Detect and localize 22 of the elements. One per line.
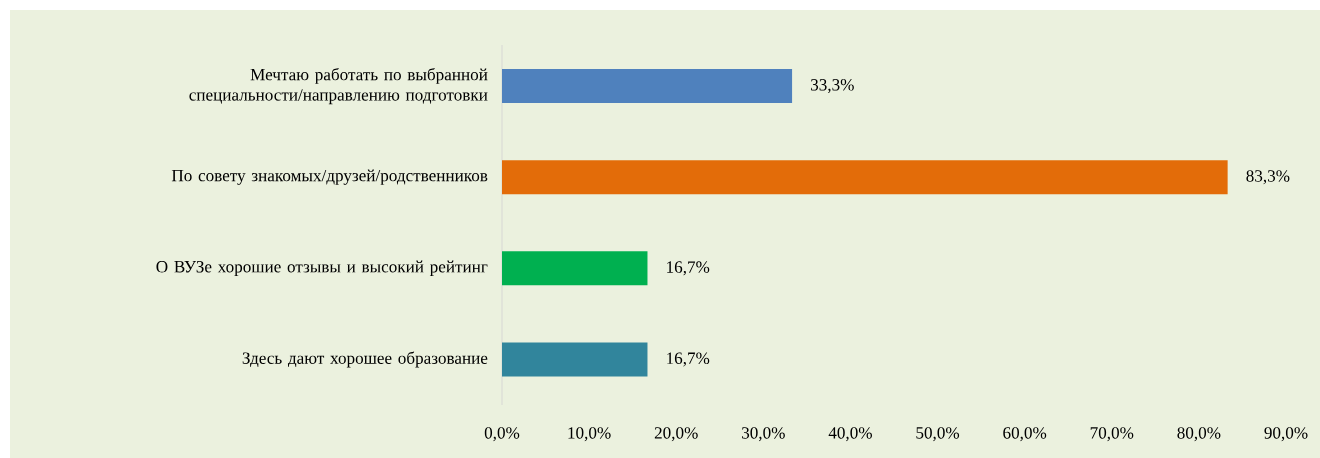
data-label: 83,3% (1246, 170, 1290, 185)
x-tick-label: 0,0% (484, 427, 520, 442)
x-tick-label: 50,0% (916, 427, 960, 442)
x-tick-label: 30,0% (742, 427, 785, 442)
y-tick-label: О ВУЗе хорошие отзывы и высокий рейтинг (156, 260, 488, 276)
bar (502, 69, 793, 104)
x-tick-label: 80,0% (1177, 427, 1221, 442)
data-label: 33,3% (811, 79, 854, 94)
bar (502, 342, 648, 377)
data-label: 16,7% (667, 261, 710, 276)
x-tick-label: 40,0% (828, 427, 872, 442)
bar (502, 251, 648, 286)
x-tick-label: 20,0% (654, 427, 698, 442)
y-tick-label: Здесь дают хорошее образование (242, 351, 488, 368)
y-tick-label: По совету знакомых/друзей/родственников (171, 169, 488, 185)
bar (502, 160, 1228, 195)
y-tick-label: Мечтаю работать по выбранной специальности/направлению подготовки (189, 67, 488, 105)
x-tick-label: 60,0% (1003, 427, 1047, 442)
x-tick-label: 90,0% (1264, 427, 1308, 442)
data-label: 16,7% (667, 352, 710, 367)
x-tick-label: 10,0% (568, 427, 611, 442)
x-tick-label: 70,0% (1090, 427, 1134, 442)
